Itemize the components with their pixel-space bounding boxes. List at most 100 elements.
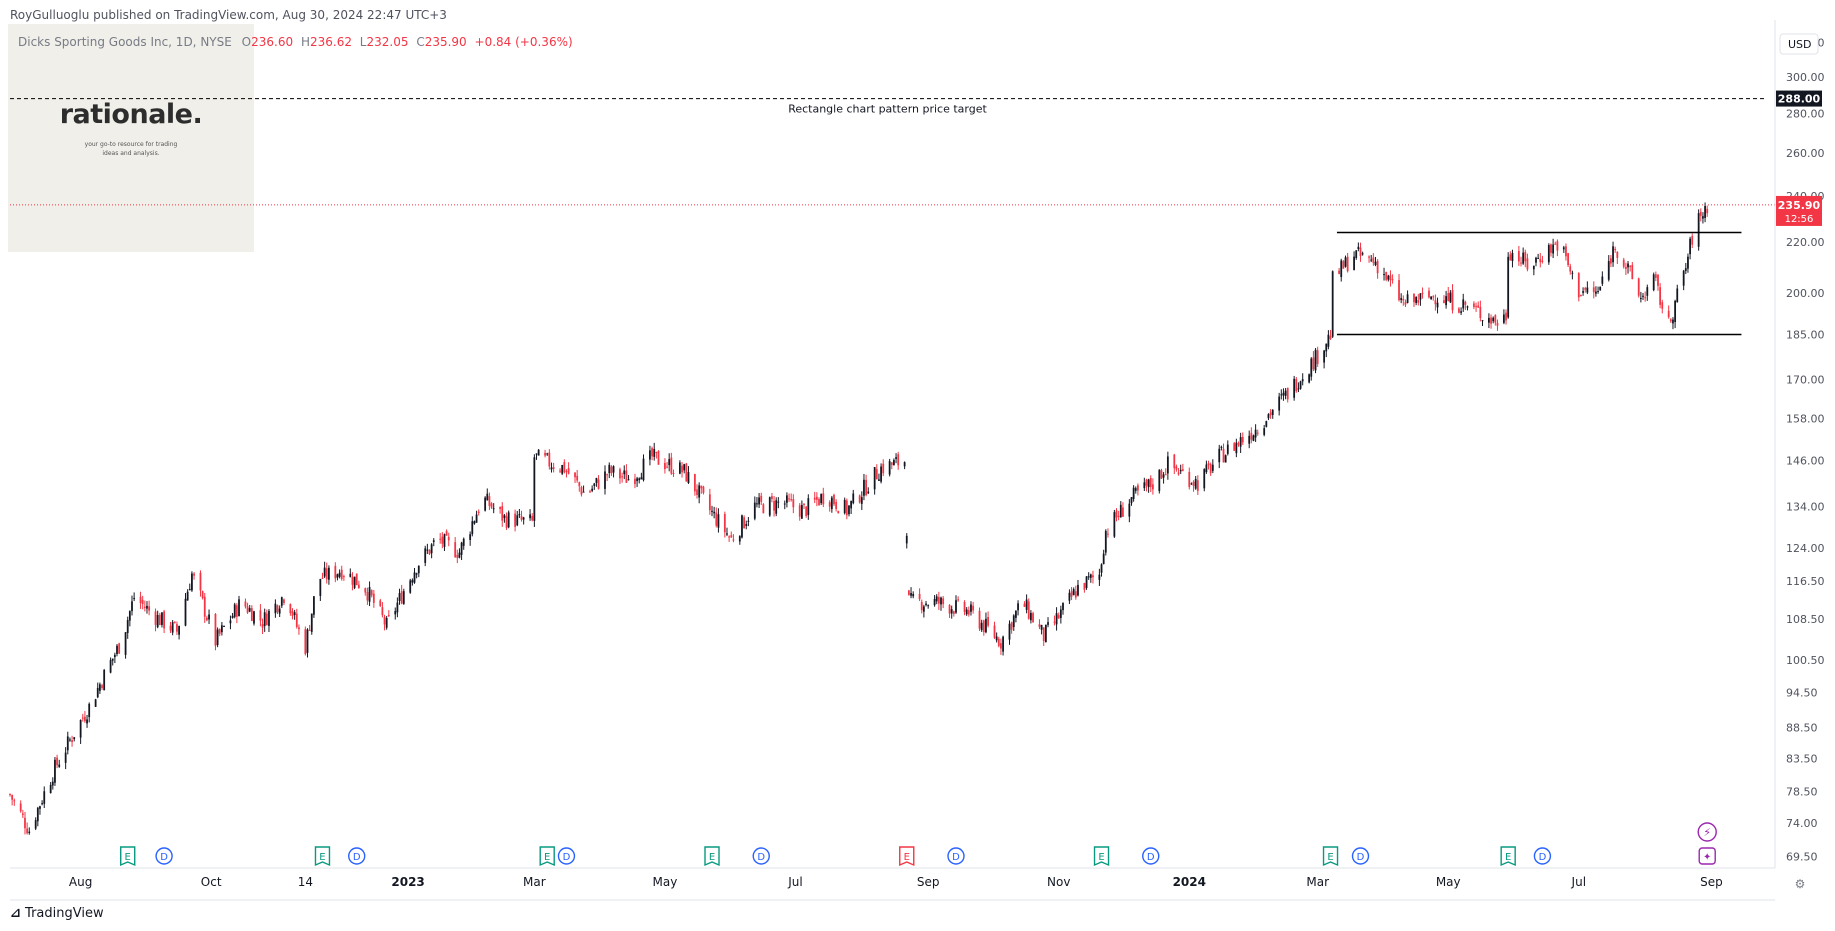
earnings-marker-icon[interactable] [539,846,555,867]
candle-body [1353,256,1355,271]
candle-body [651,448,653,457]
candle-body [514,513,516,527]
dividend-marker-icon[interactable] [1351,847,1370,865]
y-tick-label: 69.50 [1786,850,1818,863]
watermark-subtitle-line1: your go-to resource for trading [84,141,178,148]
candle-body [858,495,861,503]
watermark-title: rationale. [59,99,203,130]
candle-body [439,538,442,540]
candle-body [475,514,478,523]
earnings-marker-icon[interactable] [899,846,915,867]
candle-body [368,587,371,602]
ideas-marker-icon[interactable] [1698,847,1716,865]
candle-body [1329,336,1332,339]
candle-body [982,620,985,632]
candle-body [522,517,525,520]
dividend-marker-icon[interactable] [155,847,173,865]
candle-body [565,470,568,472]
dividend-marker-icon[interactable] [1142,847,1160,865]
earnings-marker-icon[interactable] [120,846,136,867]
earnings-marker-icon[interactable] [1322,846,1339,867]
candle-body [443,534,446,547]
candle-body [1023,603,1026,607]
watermark-logo: rationale. your go-to resource for tradi… [8,24,254,252]
candle-body [81,717,84,719]
candle-body [1413,293,1415,303]
dividend-marker-icon[interactable] [1533,847,1552,865]
candle-body [1547,245,1550,263]
candle-body [220,625,223,633]
lightning-alert-icon[interactable] [1697,822,1717,842]
candle-body [39,806,41,809]
candle-body [1299,381,1302,389]
candle-body [1134,488,1137,491]
candle-body [1077,584,1079,596]
candle-body [1428,290,1430,298]
candle-body [980,622,983,631]
open-value: 236.60 [251,35,294,49]
candle-body [1637,278,1640,296]
dividend-marker-icon[interactable] [348,847,366,865]
candle-body [732,539,735,541]
candle-body [206,617,208,621]
candle-body [432,540,435,542]
candle-body [1220,446,1223,448]
candle-body [1147,479,1150,488]
earnings-marker-icon[interactable] [1500,846,1516,867]
earnings-marker-icon[interactable] [704,846,720,867]
candle-body [458,552,461,558]
candle-body [1562,247,1565,250]
candle-body [728,536,731,538]
candle-body [775,500,778,514]
earnings-marker-label: E [709,852,715,863]
candle-body [387,614,390,616]
candle-body [176,624,178,632]
candle-body [1233,443,1236,451]
candle-body [203,596,206,617]
candle-body [790,499,793,501]
candle-body [1282,392,1285,396]
candle-body [1145,479,1148,486]
candles-layer [9,202,1709,835]
candle-body [246,606,249,613]
candle-body [895,457,897,459]
candle-body [1042,627,1045,642]
candle-body [1517,251,1520,262]
candle-body [340,569,343,580]
candle-body [967,610,970,615]
candle-body [918,593,921,600]
candle-body [79,719,82,738]
chart-settings-icon[interactable]: ⚙ [1795,877,1806,891]
candle-body [1458,308,1460,313]
candle-body [544,452,546,456]
candle-body [773,501,775,511]
candle-body [649,450,651,460]
candle-body [1316,350,1319,364]
candle-body [768,497,771,516]
candle-body [1012,615,1015,628]
candle-body [606,474,609,476]
candle-body [595,477,598,483]
symbol-title[interactable]: Dicks Sporting Goods Inc, 1D, NYSE [18,35,232,49]
dividend-marker-icon[interactable] [947,847,965,865]
candle-body [208,614,210,620]
candle-body [96,687,99,698]
dividend-marker-icon[interactable] [557,847,576,865]
candle-body [850,500,853,509]
candle-body [1151,484,1154,490]
candle-body [753,502,756,519]
candle-body [1464,301,1467,305]
candle-body [218,629,221,634]
candle-body [231,615,234,619]
candle-body [771,496,773,499]
candle-body [69,739,71,741]
candle-body [327,567,330,580]
dividend-marker-icon[interactable] [752,847,770,865]
candle-body [336,574,339,578]
earnings-marker-icon[interactable] [314,846,331,867]
currency-box[interactable] [1779,33,1819,55]
candle-body [1263,428,1266,435]
earnings-marker-icon[interactable] [1093,846,1110,867]
y-tick-label: 300.00 [1786,71,1825,84]
